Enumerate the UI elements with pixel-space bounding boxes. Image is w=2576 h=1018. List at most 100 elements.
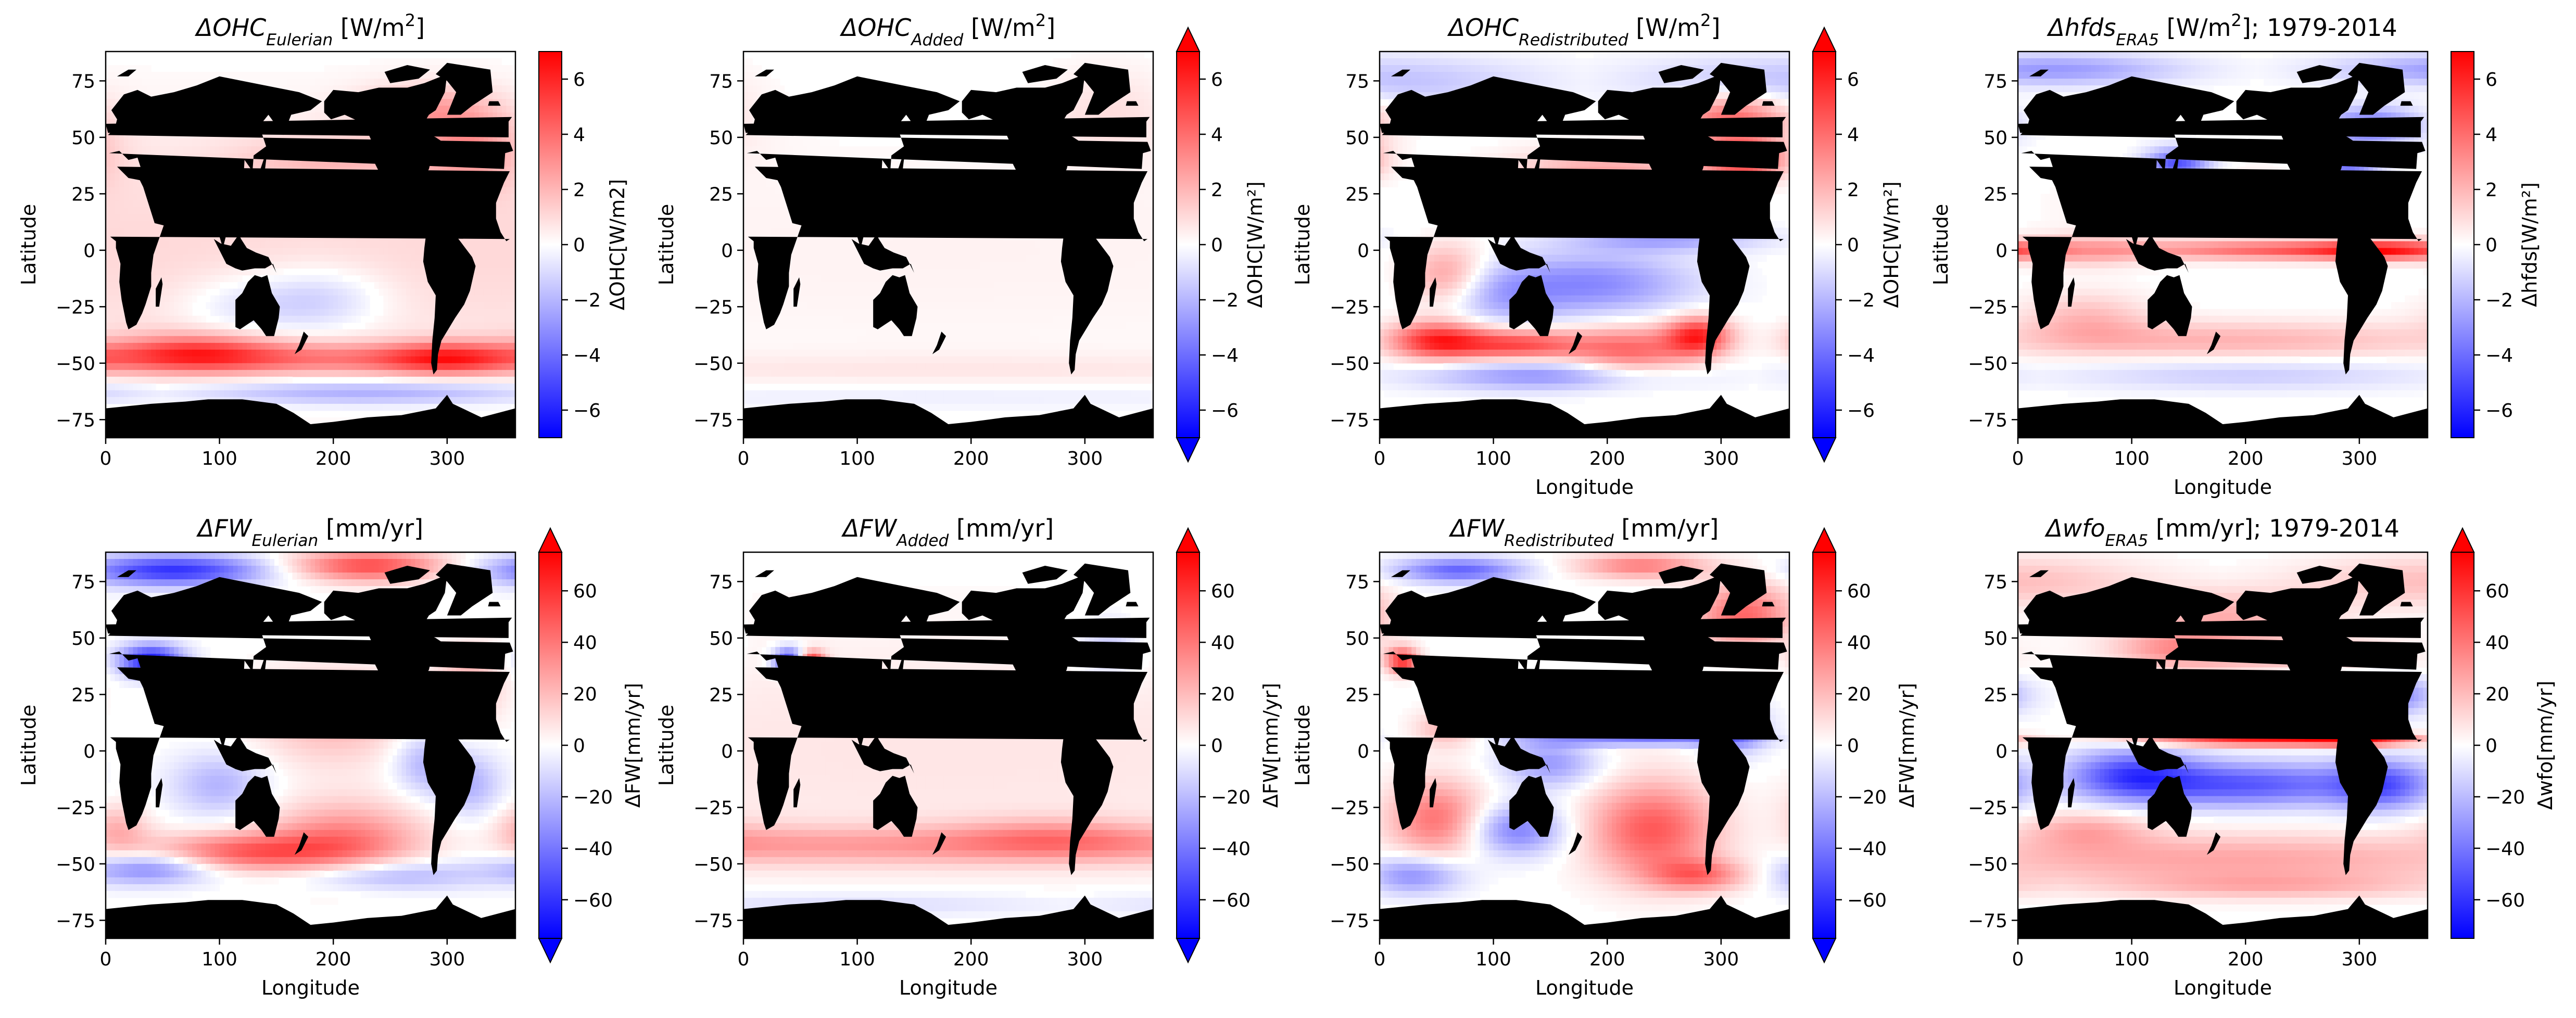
heatmap-cell xyxy=(511,65,515,72)
heatmap-cell xyxy=(256,241,261,249)
heatmap-cell xyxy=(315,79,320,86)
heatmap-cell xyxy=(511,315,515,323)
heatmap-cell xyxy=(424,383,430,391)
heatmap-cell xyxy=(306,349,311,357)
heatmap-cell xyxy=(506,363,511,371)
heatmap-cell xyxy=(260,397,266,404)
heatmap-cell xyxy=(1076,65,1081,72)
heatmap-cell xyxy=(119,383,124,391)
heatmap-cell xyxy=(470,309,475,316)
heatmap-cell xyxy=(247,139,252,147)
heatmap-cell xyxy=(146,72,151,79)
heatmap-cell xyxy=(374,58,380,66)
heatmap-cell xyxy=(247,390,252,398)
heatmap-cell xyxy=(183,282,188,289)
heatmap-cell xyxy=(483,275,489,283)
heatmap-cell xyxy=(133,200,138,208)
heatmap-cell xyxy=(283,376,288,384)
heatmap-cell xyxy=(224,241,229,249)
heatmap-cell xyxy=(424,336,430,343)
heatmap-cell xyxy=(1139,52,1145,59)
heatmap-cell xyxy=(156,390,161,398)
heatmap-cell xyxy=(256,397,261,404)
heatmap-cell xyxy=(470,397,475,404)
heatmap-cell xyxy=(465,376,471,384)
heatmap-cell xyxy=(115,397,120,404)
heatmap-cell xyxy=(388,356,393,364)
heatmap-cell xyxy=(106,329,111,337)
heatmap-cell xyxy=(333,241,338,249)
heatmap-cell xyxy=(401,349,407,357)
heatmap-cell xyxy=(501,336,507,343)
heatmap-cell xyxy=(192,349,197,357)
heatmap-cell xyxy=(306,363,311,371)
heatmap-cell xyxy=(242,268,247,276)
heatmap-cell xyxy=(224,146,229,154)
heatmap-cell xyxy=(192,268,197,276)
heatmap-cell xyxy=(347,302,352,310)
heatmap-cell xyxy=(279,234,284,242)
heatmap-cell xyxy=(183,275,188,283)
heatmap-cell xyxy=(397,370,402,377)
heatmap-cell xyxy=(324,248,329,256)
heatmap-cell xyxy=(497,221,502,228)
heatmap-cell xyxy=(119,397,124,404)
heatmap-cell xyxy=(160,295,166,303)
heatmap-cell xyxy=(169,254,174,262)
heatmap-cell xyxy=(488,356,493,364)
heatmap-cell xyxy=(315,248,320,256)
heatmap-cell xyxy=(497,58,502,66)
heatmap-cell xyxy=(397,342,402,350)
heatmap-cell xyxy=(488,397,493,404)
heatmap-cell xyxy=(292,85,297,93)
heatmap-cell xyxy=(256,329,261,337)
heatmap-cell xyxy=(178,383,184,391)
heatmap-cell xyxy=(106,65,111,72)
heatmap-cell xyxy=(351,268,357,276)
heatmap-cell xyxy=(447,363,452,371)
heatmap-cell xyxy=(196,139,202,147)
heatmap-cell xyxy=(224,329,229,337)
heatmap-cell xyxy=(451,349,457,357)
heatmap-cell xyxy=(187,268,193,276)
heatmap-cell xyxy=(465,322,471,330)
heatmap-cell xyxy=(156,349,161,357)
heatmap-cell xyxy=(406,363,411,371)
heatmap-cell xyxy=(501,65,507,72)
heatmap-cell xyxy=(329,288,334,296)
heatmap-cell xyxy=(329,241,334,249)
heatmap-cell xyxy=(214,390,220,398)
heatmap-cell xyxy=(178,363,184,371)
heatmap-cell xyxy=(279,72,284,79)
heatmap-cell xyxy=(497,275,502,283)
heatmap-cell xyxy=(306,85,311,93)
heatmap-cell xyxy=(137,146,143,154)
heatmap-cell xyxy=(206,139,211,147)
heatmap-cell xyxy=(214,234,220,242)
heatmap-cell xyxy=(110,99,115,106)
heatmap-cell xyxy=(1126,58,1131,66)
heatmap-cell xyxy=(165,390,170,398)
heatmap-cell xyxy=(192,261,197,269)
heatmap-cell xyxy=(151,376,156,384)
heatmap-cell xyxy=(428,342,434,350)
heatmap-cell xyxy=(196,268,202,276)
heatmap-cell xyxy=(196,234,202,242)
heatmap-cell xyxy=(274,241,279,249)
heatmap-cell xyxy=(365,302,370,310)
heatmap-cell xyxy=(388,309,393,316)
heatmap-cell xyxy=(465,167,471,174)
heatmap-cell xyxy=(470,336,475,343)
heatmap-cell xyxy=(351,356,357,364)
heatmap-cell xyxy=(1130,65,1135,72)
heatmap-cell xyxy=(511,282,515,289)
heatmap-cell xyxy=(301,403,307,411)
heatmap-cell xyxy=(397,349,402,357)
heatmap-cell xyxy=(201,282,206,289)
heatmap-cell xyxy=(174,261,179,269)
heatmap-cell xyxy=(370,248,375,256)
heatmap-cell xyxy=(151,79,156,86)
heatmap-cell xyxy=(333,295,338,303)
heatmap-cell xyxy=(483,268,489,276)
heatmap-cell xyxy=(356,349,361,357)
